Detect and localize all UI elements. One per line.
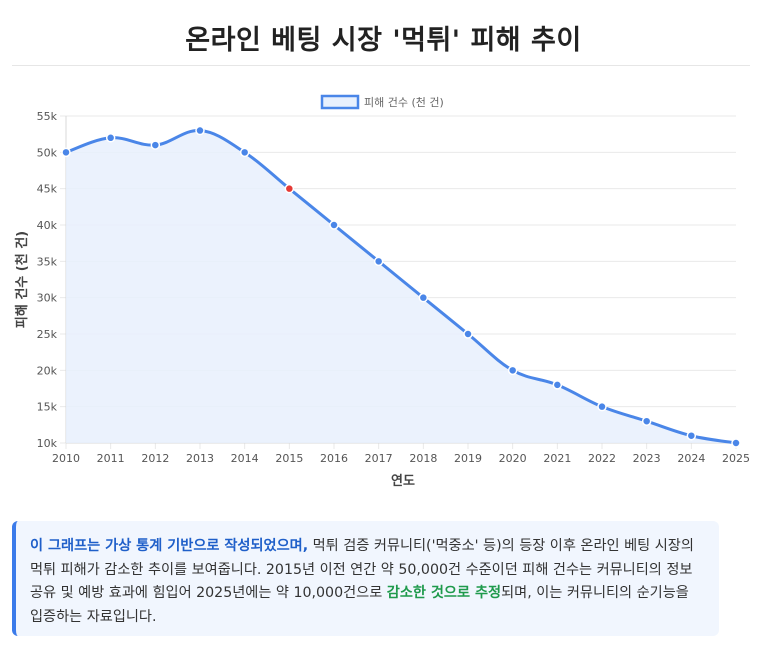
y-tick-label: 45k bbox=[37, 183, 58, 196]
x-tick-label: 2017 bbox=[365, 452, 393, 465]
data-point bbox=[105, 133, 116, 143]
series-area-fill bbox=[66, 130, 736, 443]
x-tick-label: 2021 bbox=[543, 452, 571, 465]
note-lead: 이 그래프는 가상 통계 기반으로 작성되었으며, bbox=[30, 538, 309, 554]
legend-label: 피해 건수 (천 건) bbox=[364, 95, 444, 109]
data-point bbox=[329, 220, 339, 230]
title-divider bbox=[12, 65, 750, 66]
page-title: 온라인 베팅 시장 '먹튀' 피해 추이 bbox=[185, 25, 582, 56]
x-tick-label: 2020 bbox=[499, 452, 527, 465]
y-tick-label: 25k bbox=[37, 328, 58, 341]
data-point bbox=[686, 430, 697, 441]
data-point bbox=[597, 401, 607, 412]
y-tick-label: 50k bbox=[37, 146, 58, 159]
data-point bbox=[373, 256, 384, 267]
damage-trend-chart: 10k 15k 20k 25k 30k 35k 40k 45k 50k 55k 2010 2011 20… bbox=[14, 94, 750, 489]
y-tick-label: 10k bbox=[37, 437, 58, 450]
y-tick-label: 35k bbox=[37, 255, 58, 268]
y-tick-label: 55k bbox=[37, 110, 58, 123]
y-tick-label: 40k bbox=[37, 219, 58, 232]
y-tick-label: 15k bbox=[37, 401, 58, 414]
y-tick-label: 30k bbox=[37, 292, 58, 305]
info-note: 이 그래프는 가상 통계 기반으로 작성되었으며, 먹튀 검증 커뮤니티('먹중… bbox=[12, 521, 719, 636]
data-point bbox=[552, 380, 563, 390]
x-tick-label: 2025 bbox=[722, 452, 750, 465]
data-point bbox=[641, 416, 652, 426]
data-point bbox=[150, 140, 161, 150]
legend-swatch bbox=[320, 94, 360, 110]
note-body-1: 먹튀 검증 커뮤니티('먹중소' 등)의 등장 이후 온라인 베팅 시장의 먹튀… bbox=[30, 538, 694, 601]
data-point bbox=[195, 125, 205, 136]
note-emphasis: 감소한 것으로 추정 bbox=[386, 585, 502, 601]
x-tick-label: 2013 bbox=[186, 452, 214, 465]
x-tick-label: 2024 bbox=[677, 452, 705, 465]
series-line bbox=[65, 129, 737, 445]
x-tick-label: 2011 bbox=[97, 452, 125, 465]
x-tick-label: 2010 bbox=[52, 452, 80, 465]
x-tick-label: 2015 bbox=[275, 452, 303, 465]
y-tick-label: 20k bbox=[37, 364, 58, 377]
data-point bbox=[239, 147, 250, 158]
data-point bbox=[61, 147, 71, 158]
x-tick-label: 2022 bbox=[588, 452, 616, 465]
x-tick-label: 2014 bbox=[231, 452, 259, 465]
x-tick-label: 2019 bbox=[454, 452, 482, 465]
data-point bbox=[731, 438, 741, 448]
y-axis-title: 피해 건수 (천 건) bbox=[14, 231, 30, 328]
x-axis-title: 연도 bbox=[391, 474, 415, 489]
x-tick-label: 2018 bbox=[409, 452, 437, 465]
data-point bbox=[507, 365, 518, 376]
data-point bbox=[418, 292, 429, 303]
x-tick-label: 2012 bbox=[141, 452, 169, 465]
x-tick-label: 2023 bbox=[633, 452, 661, 465]
highlighted-data-point bbox=[284, 183, 295, 194]
data-point bbox=[463, 329, 473, 339]
x-tick-label: 2016 bbox=[320, 452, 348, 465]
note-body-2: 되며, 이는 커뮤니티의 순기능을 입증하는 자료입니다. bbox=[30, 585, 689, 625]
